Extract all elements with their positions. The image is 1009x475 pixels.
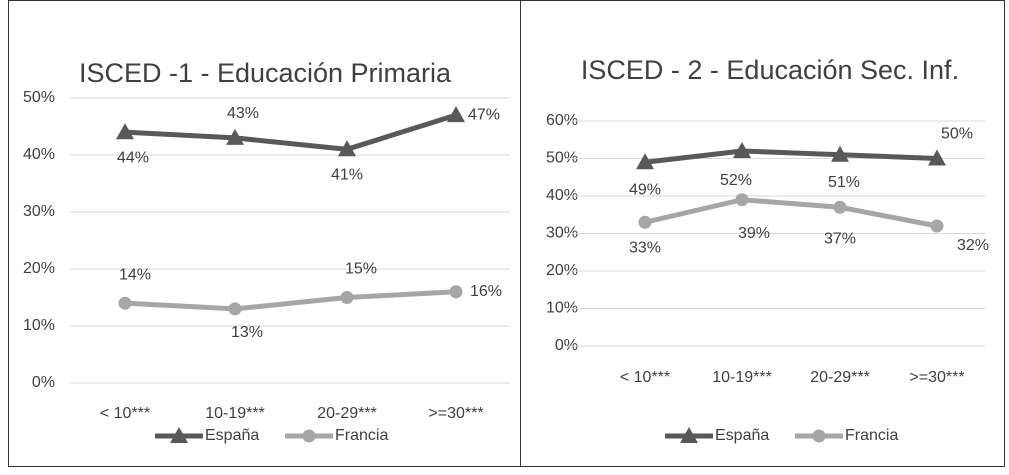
y-tick-label: 0%	[32, 374, 55, 391]
x-tick-label: 20-29***	[317, 405, 377, 422]
x-tick-label: 10-19***	[712, 369, 772, 386]
data-label: 49%	[629, 181, 661, 198]
y-tick-label: 40%	[546, 187, 578, 204]
data-label: 44%	[117, 149, 149, 166]
data-point	[733, 142, 751, 158]
y-tick-label: 20%	[546, 262, 578, 279]
data-point	[735, 193, 749, 207]
legend-label: Francia	[845, 427, 898, 444]
data-point	[833, 200, 847, 214]
y-tick-label: 40%	[23, 146, 55, 163]
data-point	[226, 128, 244, 145]
data-point	[118, 296, 132, 310]
data-label: 16%	[470, 283, 502, 300]
data-label: 39%	[738, 225, 770, 242]
legend-marker	[302, 429, 316, 443]
data-point	[338, 140, 356, 157]
data-label: 41%	[331, 167, 363, 184]
legend-label: España	[205, 427, 259, 444]
data-point	[831, 145, 849, 162]
data-point	[116, 123, 134, 140]
data-point	[636, 153, 654, 170]
data-label: 51%	[828, 174, 860, 191]
series-line	[124, 289, 457, 312]
data-label: 47%	[468, 106, 500, 123]
chart-title: ISCED - 2 - Educación Sec. Inf.	[581, 55, 959, 85]
y-tick-label: 50%	[546, 150, 578, 167]
x-tick-label: < 10***	[100, 405, 150, 422]
legend-marker	[170, 427, 188, 443]
series-line	[644, 197, 938, 229]
data-point	[449, 285, 463, 299]
data-label: 13%	[231, 324, 263, 341]
legend-label: España	[715, 427, 769, 444]
series-line	[124, 112, 457, 152]
y-tick-label: 10%	[23, 317, 55, 334]
panel-border	[520, 0, 1005, 467]
y-tick-label: 20%	[23, 260, 55, 277]
x-tick-label: < 10***	[620, 369, 670, 386]
data-point	[928, 149, 946, 166]
data-label: 14%	[119, 266, 151, 283]
y-tick-label: 50%	[23, 89, 55, 106]
data-label: 32%	[957, 237, 989, 254]
y-tick-label: 30%	[23, 203, 55, 220]
data-label: 37%	[824, 230, 856, 247]
y-tick-label: 10%	[546, 300, 578, 317]
chart: ISCED -1 - Educación Primaria 0% 10% 20% 30%…	[23, 58, 510, 444]
x-tick-label: >=30***	[909, 369, 964, 386]
legend-marker	[680, 427, 698, 443]
x-tick-label: 20-29***	[810, 369, 870, 386]
data-label: 15%	[345, 261, 377, 278]
data-label: 52%	[720, 172, 752, 189]
legend-label: Francia	[335, 427, 388, 444]
y-tick-label: 60%	[546, 112, 578, 129]
y-tick-label: 30%	[546, 225, 578, 242]
data-point	[228, 302, 242, 316]
data-label: 50%	[941, 126, 973, 143]
x-tick-label: 10-19***	[205, 405, 265, 422]
x-tick-label: >=30***	[428, 405, 483, 422]
data-point	[447, 106, 465, 123]
data-label: 43%	[227, 105, 259, 122]
data-label: 33%	[629, 239, 661, 256]
chart-title: ISCED -1 - Educación Primaria	[79, 58, 452, 88]
legend-marker	[812, 429, 826, 443]
data-point	[930, 219, 944, 233]
data-point	[638, 215, 652, 229]
chart: ISCED - 2 - Educación Sec. Inf.0%10%20%3…	[546, 55, 989, 444]
series-line	[644, 148, 938, 165]
data-point	[340, 291, 354, 304]
